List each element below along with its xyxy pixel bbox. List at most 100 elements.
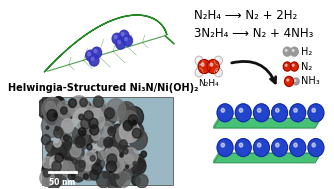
Circle shape [70, 145, 84, 161]
Polygon shape [214, 150, 220, 163]
Circle shape [217, 104, 233, 122]
Circle shape [308, 104, 324, 122]
Circle shape [74, 163, 87, 178]
Circle shape [258, 143, 261, 147]
Circle shape [86, 50, 96, 61]
Circle shape [61, 161, 75, 177]
Circle shape [277, 150, 282, 155]
Circle shape [235, 104, 251, 122]
Polygon shape [214, 118, 321, 128]
Circle shape [127, 153, 137, 164]
Circle shape [112, 33, 122, 44]
Circle shape [86, 108, 96, 119]
Circle shape [50, 155, 63, 170]
Circle shape [88, 52, 91, 56]
Circle shape [84, 111, 93, 121]
Circle shape [57, 127, 64, 135]
Circle shape [115, 175, 119, 179]
Circle shape [290, 47, 298, 56]
Circle shape [141, 151, 147, 157]
Circle shape [57, 101, 72, 118]
Circle shape [285, 77, 294, 86]
Circle shape [125, 107, 144, 127]
Circle shape [254, 139, 269, 156]
Circle shape [241, 116, 245, 121]
Circle shape [110, 137, 121, 149]
Circle shape [81, 101, 91, 113]
Circle shape [121, 33, 124, 36]
Circle shape [52, 161, 61, 171]
Circle shape [272, 104, 288, 122]
Circle shape [214, 56, 222, 65]
Circle shape [104, 147, 119, 164]
Circle shape [102, 105, 108, 112]
Circle shape [312, 143, 315, 147]
Circle shape [314, 116, 318, 121]
Text: N₂H₄ ⟶ N₂ + 2H₂: N₂H₄ ⟶ N₂ + 2H₂ [194, 9, 297, 22]
Circle shape [64, 135, 69, 141]
Circle shape [128, 122, 144, 140]
Circle shape [235, 139, 251, 156]
Circle shape [293, 78, 299, 85]
Circle shape [94, 49, 97, 53]
Circle shape [117, 171, 131, 187]
Circle shape [86, 149, 102, 167]
Circle shape [223, 150, 227, 155]
Circle shape [119, 30, 129, 41]
Circle shape [133, 161, 137, 166]
Circle shape [73, 134, 88, 150]
Text: N₂: N₂ [301, 62, 313, 72]
Polygon shape [44, 15, 167, 72]
Circle shape [63, 141, 71, 150]
Circle shape [51, 143, 66, 160]
Circle shape [92, 163, 102, 175]
Circle shape [61, 133, 69, 142]
Circle shape [86, 151, 97, 164]
Circle shape [207, 60, 219, 74]
Circle shape [107, 174, 122, 189]
Circle shape [61, 119, 74, 132]
Circle shape [73, 109, 91, 129]
Circle shape [120, 112, 136, 130]
Circle shape [121, 153, 137, 171]
Circle shape [43, 169, 50, 177]
Circle shape [125, 37, 128, 41]
Polygon shape [214, 115, 220, 128]
Circle shape [84, 118, 103, 139]
Circle shape [104, 137, 113, 148]
Circle shape [78, 122, 85, 129]
Circle shape [216, 58, 218, 60]
Circle shape [210, 63, 213, 66]
Circle shape [239, 108, 243, 112]
Circle shape [75, 160, 85, 172]
Circle shape [75, 136, 85, 148]
Circle shape [59, 134, 72, 149]
Circle shape [312, 108, 315, 112]
Circle shape [42, 98, 62, 121]
Circle shape [118, 40, 121, 44]
Circle shape [106, 161, 117, 173]
Circle shape [62, 112, 71, 121]
Circle shape [292, 64, 294, 66]
Circle shape [96, 171, 111, 188]
Circle shape [132, 128, 141, 138]
Circle shape [87, 119, 95, 128]
Circle shape [276, 108, 279, 112]
Circle shape [295, 80, 296, 81]
Circle shape [283, 62, 291, 71]
Circle shape [128, 115, 138, 126]
Circle shape [296, 150, 300, 155]
Circle shape [94, 96, 104, 107]
Circle shape [294, 108, 297, 112]
Circle shape [110, 157, 124, 173]
Circle shape [107, 147, 125, 167]
Circle shape [99, 122, 114, 139]
Circle shape [116, 160, 126, 171]
Circle shape [277, 116, 282, 121]
Circle shape [109, 149, 118, 159]
Circle shape [90, 156, 95, 161]
Circle shape [70, 145, 81, 157]
Circle shape [71, 162, 79, 170]
Circle shape [195, 56, 203, 65]
Circle shape [84, 174, 89, 179]
